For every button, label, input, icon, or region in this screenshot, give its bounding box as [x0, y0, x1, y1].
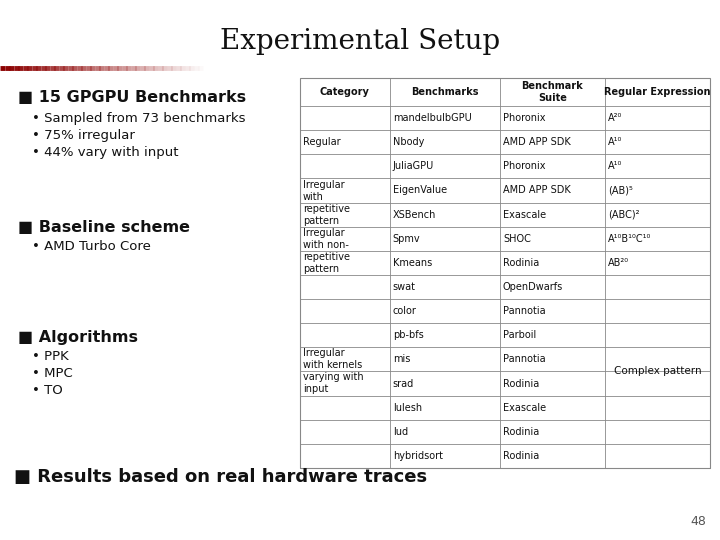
Text: • TO: • TO [32, 384, 63, 397]
Text: Rodinia: Rodinia [503, 427, 539, 437]
Text: Spmv: Spmv [392, 234, 420, 244]
Text: AMD APP SDK: AMD APP SDK [503, 137, 571, 147]
Text: lud: lud [392, 427, 408, 437]
Text: color: color [392, 306, 417, 316]
Text: ■ 15 GPGPU Benchmarks: ■ 15 GPGPU Benchmarks [18, 90, 246, 105]
Text: A²⁰: A²⁰ [608, 113, 622, 123]
Text: Parboil: Parboil [503, 330, 536, 340]
Text: JuliaGPU: JuliaGPU [392, 161, 434, 171]
Text: Kmeans: Kmeans [392, 258, 432, 268]
Text: (AB)⁵: (AB)⁵ [608, 185, 633, 195]
Text: • PPK: • PPK [32, 350, 68, 363]
Text: • 44% vary with input: • 44% vary with input [32, 146, 179, 159]
Text: • AMD Turbo Core: • AMD Turbo Core [32, 240, 151, 253]
Text: Regular Expression: Regular Expression [604, 87, 711, 97]
Text: A¹⁰: A¹⁰ [608, 161, 622, 171]
Text: Benchmarks: Benchmarks [411, 87, 479, 97]
Text: 48: 48 [690, 515, 706, 528]
Text: Irregular
with
repetitive
pattern: Irregular with repetitive pattern [303, 179, 350, 226]
Text: AMD APP SDK: AMD APP SDK [503, 185, 571, 195]
Text: Exascale: Exascale [503, 210, 546, 220]
Text: Rodinia: Rodinia [503, 451, 539, 461]
Text: EigenValue: EigenValue [392, 185, 447, 195]
Text: Complex pattern: Complex pattern [613, 367, 701, 376]
Text: Rodinia: Rodinia [503, 379, 539, 389]
Text: Benchmark
Suite: Benchmark Suite [521, 81, 583, 103]
Text: mis: mis [392, 354, 410, 364]
Text: ■ Results based on real hardware traces: ■ Results based on real hardware traces [14, 468, 427, 486]
Text: • Sampled from 73 benchmarks: • Sampled from 73 benchmarks [32, 112, 246, 125]
Text: pb-bfs: pb-bfs [392, 330, 423, 340]
Bar [300, 78, 710, 468]
Text: ■ Baseline scheme: ■ Baseline scheme [18, 220, 190, 235]
Text: (ABC)²: (ABC)² [608, 210, 639, 220]
Text: swat: swat [392, 282, 415, 292]
Text: Phoronix: Phoronix [503, 161, 545, 171]
Text: Nbody: Nbody [392, 137, 424, 147]
Text: Category: Category [320, 87, 370, 97]
Text: OpenDwarfs: OpenDwarfs [503, 282, 563, 292]
Text: ■ Algorithms: ■ Algorithms [18, 330, 138, 345]
Text: • MPC: • MPC [32, 367, 73, 380]
Text: AB²⁰: AB²⁰ [608, 258, 629, 268]
Text: mandelbulbGPU: mandelbulbGPU [392, 113, 472, 123]
Text: lulesh: lulesh [392, 403, 422, 413]
Text: srad: srad [392, 379, 414, 389]
Text: Irregular
with kernels
varying with
input: Irregular with kernels varying with inpu… [303, 348, 364, 394]
Text: • 75% irregular: • 75% irregular [32, 129, 135, 142]
Text: XSBench: XSBench [392, 210, 436, 220]
Text: Pannotia: Pannotia [503, 306, 546, 316]
Text: A¹⁰: A¹⁰ [608, 137, 622, 147]
Text: hybridsort: hybridsort [392, 451, 443, 461]
Text: Irregular
with non-
repetitive
pattern: Irregular with non- repetitive pattern [303, 228, 350, 274]
Text: Exascale: Exascale [503, 403, 546, 413]
Text: A¹⁰B¹⁰C¹⁰: A¹⁰B¹⁰C¹⁰ [608, 234, 652, 244]
Text: Experimental Setup: Experimental Setup [220, 28, 500, 55]
Text: Rodinia: Rodinia [503, 258, 539, 268]
Text: Phoronix: Phoronix [503, 113, 545, 123]
Text: Pannotia: Pannotia [503, 354, 546, 364]
Text: Regular: Regular [303, 137, 341, 147]
Text: SHOC: SHOC [503, 234, 531, 244]
